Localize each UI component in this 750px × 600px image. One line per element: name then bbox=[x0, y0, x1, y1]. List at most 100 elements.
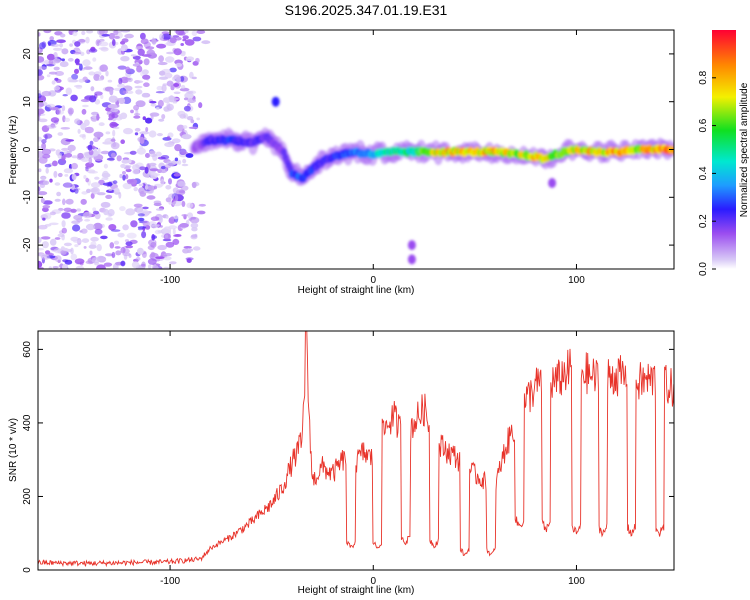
noise-speckle bbox=[96, 113, 100, 121]
noise-speckle bbox=[121, 38, 129, 43]
noise-speckle bbox=[38, 136, 42, 142]
noise-speckle bbox=[155, 91, 165, 94]
noise-speckle bbox=[180, 76, 185, 82]
noise-speckle bbox=[134, 132, 139, 136]
noise-speckle bbox=[140, 38, 149, 45]
noise-speckle bbox=[191, 227, 198, 232]
noise-speckle bbox=[116, 155, 122, 162]
noise-speckle bbox=[49, 211, 56, 216]
noise-speckle bbox=[112, 180, 118, 185]
noise-speckle bbox=[98, 122, 105, 127]
noise-speckle bbox=[85, 177, 89, 183]
spectral-blob bbox=[407, 254, 416, 265]
noise-speckle bbox=[153, 202, 162, 207]
noise-speckle bbox=[49, 238, 57, 246]
noise-speckle bbox=[130, 220, 138, 228]
noise-speckle bbox=[173, 83, 180, 87]
noise-speckle bbox=[172, 200, 182, 207]
noise-speckle bbox=[103, 262, 113, 267]
noise-speckle bbox=[38, 260, 43, 268]
noise-speckle bbox=[179, 223, 189, 228]
noise-speckle bbox=[120, 260, 126, 267]
noise-speckle bbox=[82, 104, 89, 108]
noise-speckle bbox=[108, 224, 117, 231]
noise-speckle bbox=[62, 263, 68, 269]
noise-speckle bbox=[120, 112, 128, 120]
noise-speckle bbox=[177, 159, 182, 165]
noise-speckle bbox=[38, 145, 42, 150]
noise-speckle bbox=[100, 201, 111, 208]
noise-speckle bbox=[125, 208, 136, 216]
noise-speckle bbox=[83, 151, 91, 156]
noise-speckle bbox=[38, 48, 41, 52]
noise-speckle bbox=[143, 82, 150, 87]
noise-speckle bbox=[38, 115, 41, 121]
noise-speckle bbox=[46, 124, 57, 129]
noise-speckle bbox=[43, 133, 53, 139]
noise-speckle bbox=[166, 103, 174, 111]
noise-speckle bbox=[40, 254, 50, 260]
noise-speckle bbox=[50, 43, 60, 48]
noise-speckle bbox=[85, 162, 94, 168]
noise-speckle bbox=[150, 251, 156, 258]
figure-title: S196.2025.347.01.19.E31 bbox=[285, 2, 448, 18]
noise-speckle bbox=[77, 152, 84, 159]
noise-speckle bbox=[183, 246, 192, 249]
noise-speckle bbox=[115, 262, 122, 266]
noise-speckle bbox=[57, 132, 64, 136]
noise-speckle bbox=[65, 139, 75, 142]
noise-speckle bbox=[66, 150, 72, 154]
noise-speckle bbox=[120, 139, 125, 144]
noise-speckle bbox=[93, 222, 103, 230]
noise-speckle bbox=[108, 188, 113, 192]
noise-speckle bbox=[111, 229, 121, 232]
noise-speckle bbox=[105, 131, 111, 135]
noise-speckle bbox=[176, 124, 185, 132]
noise-speckle bbox=[155, 151, 162, 157]
spectrogram-noise-layer bbox=[38, 30, 211, 269]
noise-speckle bbox=[136, 207, 144, 215]
noise-speckle bbox=[131, 261, 140, 269]
noise-speckle bbox=[40, 236, 51, 240]
noise-speckle bbox=[79, 230, 83, 233]
noise-speckle bbox=[184, 39, 195, 46]
noise-speckle bbox=[137, 213, 145, 217]
noise-speckle bbox=[122, 182, 132, 190]
noise-speckle bbox=[186, 258, 192, 263]
noise-speckle bbox=[140, 71, 146, 77]
noise-speckle bbox=[149, 168, 159, 172]
noise-speckle bbox=[88, 71, 96, 76]
noise-speckle bbox=[138, 166, 147, 171]
snr-xtick-label: 100 bbox=[568, 576, 585, 587]
noise-speckle bbox=[63, 207, 72, 212]
noise-speckle bbox=[173, 91, 181, 95]
noise-speckle bbox=[133, 203, 143, 208]
noise-speckle bbox=[172, 228, 176, 235]
noise-speckle bbox=[70, 253, 78, 261]
noise-speckle bbox=[60, 33, 66, 38]
noise-speckle bbox=[59, 42, 63, 48]
noise-speckle bbox=[161, 84, 167, 92]
noise-speckle bbox=[191, 181, 197, 189]
noise-speckle bbox=[53, 66, 60, 71]
noise-speckle bbox=[145, 153, 150, 158]
noise-speckle bbox=[112, 39, 116, 46]
noise-speckle bbox=[147, 258, 157, 265]
noise-speckle bbox=[133, 115, 141, 119]
noise-speckle bbox=[185, 153, 194, 158]
noise-speckle bbox=[124, 239, 130, 243]
noise-speckle bbox=[150, 172, 158, 180]
noise-speckle bbox=[74, 58, 80, 65]
noise-speckle bbox=[161, 33, 172, 40]
noise-speckle bbox=[192, 36, 202, 42]
noise-speckle bbox=[64, 152, 73, 158]
noise-speckle bbox=[117, 232, 125, 238]
noise-speckle bbox=[72, 224, 81, 232]
noise-speckle bbox=[80, 122, 87, 131]
noise-speckle bbox=[109, 88, 114, 96]
noise-speckle bbox=[136, 147, 146, 155]
noise-speckle bbox=[75, 265, 85, 269]
noise-speckle bbox=[79, 63, 83, 71]
noise-speckle bbox=[148, 130, 157, 138]
